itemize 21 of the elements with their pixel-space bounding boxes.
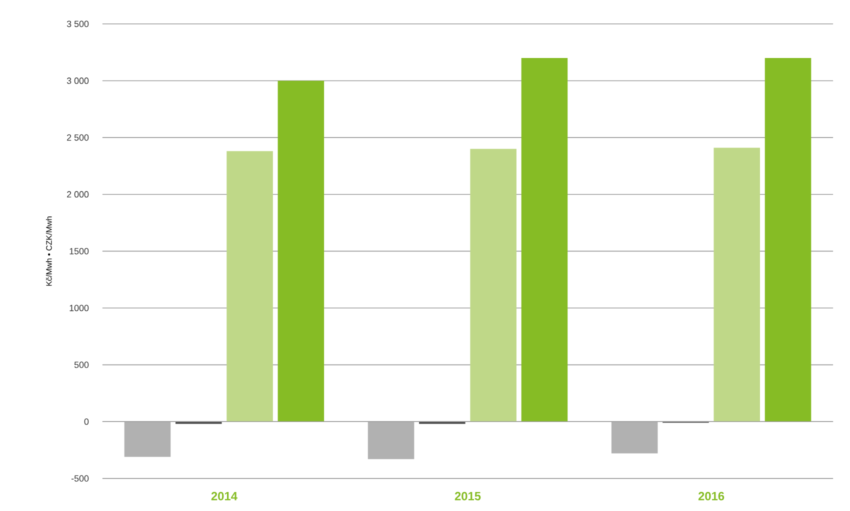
bar xyxy=(278,80,324,422)
y-tick-label: 1500 xyxy=(70,248,89,254)
y-tick-label: 1000 xyxy=(70,304,89,311)
y-tick-label: 0 xyxy=(84,418,89,425)
y-tick-label: 2 000 xyxy=(67,191,89,198)
y-tick-label: 3 500 xyxy=(66,20,89,27)
bar xyxy=(470,148,516,422)
x-tick-label: 2015 xyxy=(454,492,481,500)
x-tick-label: 2014 xyxy=(211,492,238,500)
y-tick-label: -500 xyxy=(71,475,89,482)
y-tick-label: 500 xyxy=(74,361,89,368)
bar xyxy=(764,58,812,422)
x-tick-label: 2016 xyxy=(698,492,724,500)
bar xyxy=(226,151,273,422)
bar xyxy=(521,58,568,422)
bar xyxy=(714,148,760,422)
bar xyxy=(124,421,171,457)
y-tick-label: 2 500 xyxy=(67,134,89,141)
y-tick-label: 3 000 xyxy=(66,77,89,84)
bar xyxy=(611,421,658,454)
bar xyxy=(368,421,414,459)
